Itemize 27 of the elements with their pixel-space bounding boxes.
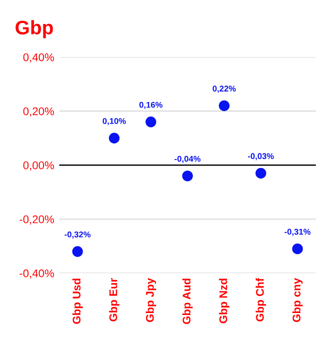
point (72, 246, 83, 257)
y-tick-label: 0,00% (23, 161, 54, 171)
y-tick-label: 0,40% (23, 53, 54, 63)
data-label: -0,32% (64, 231, 91, 239)
data-label: 0,22% (212, 86, 236, 93)
point (218, 100, 230, 112)
point (182, 170, 193, 182)
point (108, 132, 120, 144)
x-tick-label: Gbp Aud (182, 278, 193, 324)
y-tick-label: -0,20% (20, 215, 54, 225)
x-tick-label: Gbp Nzd (219, 278, 230, 324)
data-label: 0,10% (102, 118, 126, 126)
y-tick-label: -0,40% (20, 269, 54, 279)
x-tick-label: Gbp Usd (72, 278, 83, 324)
data-label: -0,04% (174, 156, 201, 163)
chart-title: Gbp (16, 20, 53, 38)
x-tick-label: Gbp Chf (256, 278, 266, 322)
y-tick-label: 0,20% (23, 107, 54, 117)
x-tick-label: Gbp Eur (109, 278, 120, 322)
point (255, 168, 266, 179)
x-tick-label: Gbp cny (292, 278, 303, 322)
data-label: -0,31% (284, 228, 310, 236)
x-tick-label: Gbp Jpy (146, 278, 156, 322)
point (292, 243, 303, 254)
point (146, 116, 156, 128)
data-label: -0,03% (248, 153, 274, 160)
data-label: 0,16% (139, 102, 162, 109)
